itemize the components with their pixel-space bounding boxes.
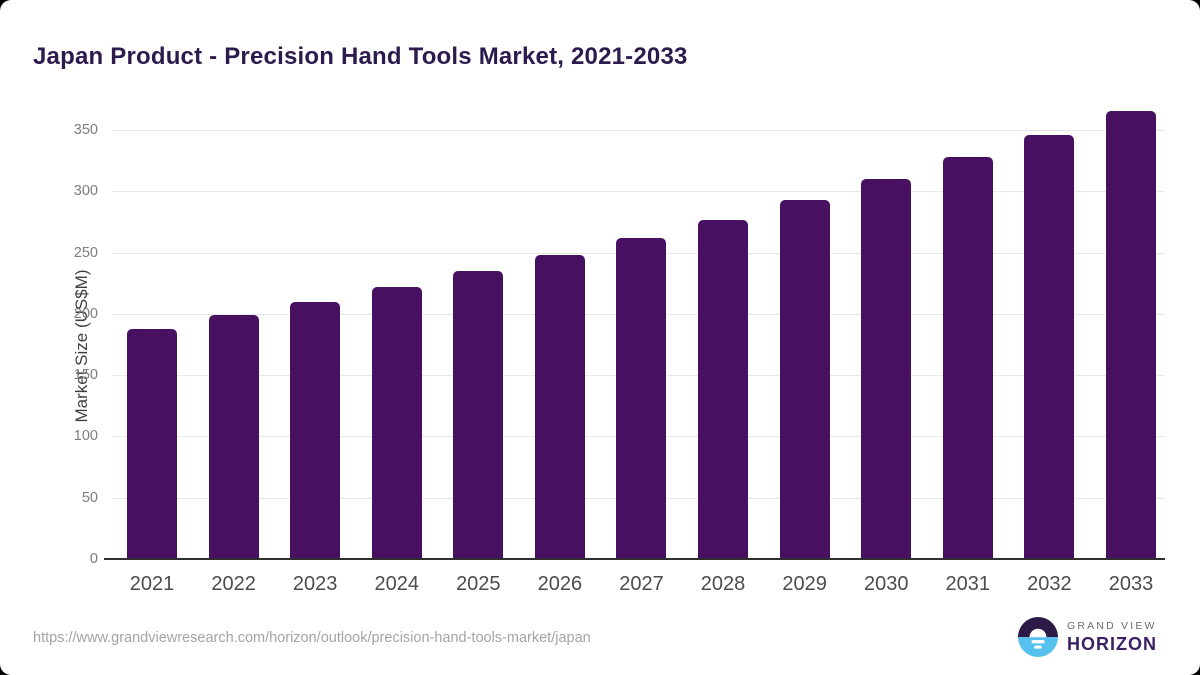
source-url: https://www.grandviewresearch.com/horizo… [33,630,591,646]
brand-logo-text: GRAND VIEW HORIZON [1067,620,1157,655]
x-tick-label-2031: 2031 [945,573,991,595]
y-tick-label-150: 150 [73,367,98,384]
x-tick-label-2028: 2028 [700,573,746,595]
bar-2028 [698,219,749,558]
x-tick-label-2029: 2029 [782,573,827,595]
y-tick-label-0: 0 [89,551,98,567]
x-tick-label-2025: 2025 [456,573,501,595]
bar-2027 [616,238,667,558]
bar-2029 [779,200,830,558]
bar-2033 [1105,110,1156,558]
x-tick-label-2030: 2030 [863,573,909,595]
bar-2030 [861,179,912,558]
x-tick-label-2021: 2021 [129,573,175,595]
x-tick-label-2023: 2023 [292,573,338,595]
brand-name-top: GRAND VIEW [1067,619,1157,632]
y-tick-label-250: 250 [73,244,98,261]
bar-2032 [1024,135,1075,558]
x-tick-label-2027: 2027 [619,573,664,595]
brand-logo: GRAND VIEW HORIZON [1018,617,1157,657]
bar-2026 [534,255,585,558]
y-tick-label-50: 50 [81,489,98,506]
bar-2023 [290,301,341,558]
gridline-300 [113,191,1165,193]
x-tick-label-2022: 2022 [211,573,256,595]
chart-title: Japan Product - Precision Hand Tools Mar… [33,43,688,71]
y-tick-label-300: 300 [73,183,98,200]
bar-chart-plot-area: 0 50 100 150 200 250 300 350 2021 2022 2023 2024 202… [74,110,1165,595]
horizon-sun-icon [1018,617,1058,657]
bar-2022 [208,315,259,558]
bar-2024 [371,287,422,558]
x-tick-label-2032: 2032 [1027,573,1072,595]
brand-name-bottom: HORIZON [1067,633,1157,654]
x-tick-label-2033: 2033 [1108,573,1154,595]
y-tick-label-200: 200 [73,305,98,322]
bar-2021 [127,328,177,558]
y-tick-label-350: 350 [73,122,98,138]
bar-2031 [942,157,993,558]
x-tick-label-2024: 2024 [374,573,419,595]
gridline-350 [113,130,1165,131]
x-axis-line [104,558,1165,560]
x-tick-label-2026: 2026 [537,573,583,595]
y-tick-label-100: 100 [73,428,98,445]
bar-2025 [453,271,504,558]
